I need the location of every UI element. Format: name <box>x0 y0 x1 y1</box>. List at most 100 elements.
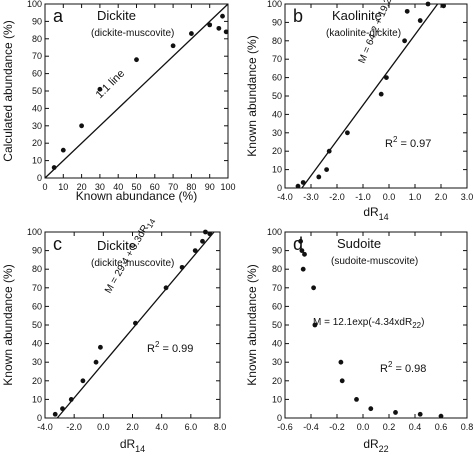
data-point <box>302 251 307 257</box>
data-point <box>200 238 205 244</box>
fit-line <box>44 3 229 179</box>
y-tick-label: 30 <box>32 121 42 131</box>
y-tick-label: 90 <box>32 246 42 256</box>
data-point <box>80 378 86 384</box>
y-tick-label: 20 <box>272 376 282 386</box>
x-tick-label: 1.0 <box>409 192 422 202</box>
y-tick-label: 90 <box>32 16 42 26</box>
panel-letter: c <box>53 234 62 254</box>
data-point <box>203 229 208 235</box>
x-tick-label: 0.2 <box>383 422 396 432</box>
y-tick-label: 30 <box>272 357 282 367</box>
x-axis-label-subscript: 22 <box>379 444 389 454</box>
y-tick-label: 20 <box>32 138 42 148</box>
x-tick-label: 0.8 <box>461 422 474 432</box>
equation-text: 1:1 line <box>94 68 128 102</box>
y-tick-label: 40 <box>32 339 42 349</box>
data-point <box>339 378 345 384</box>
x-tick-label: -3.0 <box>303 192 319 202</box>
data-point <box>133 320 138 326</box>
panel-title: Kaolinite <box>332 8 382 23</box>
x-axis-label-text: dR <box>363 205 379 219</box>
panel-b: -4.0 -3.0 -2.0 -1.0 0.0 1.0 2.0 3.0 0 10 20 30 40 50 6… <box>245 0 473 222</box>
x-tick-label: 100 <box>220 182 235 192</box>
r-squared-sup: 2 <box>155 340 160 349</box>
panel-letter: b <box>293 6 303 26</box>
y-tick-label: 50 <box>272 91 282 101</box>
y-tick-label: 50 <box>32 320 42 330</box>
x-tick-label: -0.2 <box>329 422 345 432</box>
data-point <box>402 38 407 44</box>
data-point <box>295 183 301 189</box>
equation-subscript: 22 <box>412 321 421 330</box>
panel-subtitle: (dickite-muscovite) <box>91 258 174 269</box>
data-point <box>97 86 103 92</box>
panel-subtitle: (sudoite-muscovite) <box>331 256 418 267</box>
data-point <box>220 13 225 19</box>
data-point <box>324 167 329 173</box>
data-point <box>384 75 389 80</box>
line-equation: 1:1 line <box>94 68 128 102</box>
y-tick-label: 40 <box>32 103 42 113</box>
data-point <box>300 266 306 272</box>
data-point <box>417 18 423 23</box>
y-tick-label: 80 <box>32 264 42 274</box>
r-squared-sup: 2 <box>388 360 393 369</box>
data-point <box>326 148 332 154</box>
data-point <box>393 410 398 415</box>
data-point <box>299 248 305 254</box>
equation-tail: ) <box>421 317 424 328</box>
data-point <box>207 231 213 237</box>
y-tick-label: 10 <box>272 394 282 404</box>
data-point <box>345 130 350 136</box>
data-point <box>223 29 229 35</box>
data-point <box>425 1 431 7</box>
y-tick-label: 20 <box>32 376 42 386</box>
data-point <box>300 180 306 185</box>
x-tick-label: -2.0 <box>66 422 82 432</box>
y-tick-label: 80 <box>272 264 282 274</box>
x-tick-label: 80 <box>186 182 196 192</box>
x-tick-label: 0.0 <box>97 422 110 432</box>
y-tick-label: 90 <box>272 246 282 256</box>
y-tick-label: 40 <box>272 339 282 349</box>
x-tick-label: 20 <box>77 182 87 192</box>
y-tick-label: 70 <box>272 54 282 64</box>
data-point <box>189 31 194 36</box>
x-tick-label: 70 <box>168 182 178 192</box>
r-squared-value: = 0.98 <box>392 363 426 375</box>
y-tick-label: 100 <box>267 227 282 237</box>
x-axis-label: Known abundance (%) <box>76 189 197 203</box>
x-tick-label: -0.4 <box>303 422 319 432</box>
x-tick-label: 0.0 <box>383 192 396 202</box>
data-point <box>438 413 444 419</box>
data-point <box>207 22 213 28</box>
y-tick-label: 30 <box>272 128 282 138</box>
data-point <box>311 285 316 291</box>
data-point <box>68 397 74 402</box>
data-point <box>60 147 66 153</box>
y-tick-label: 80 <box>32 34 42 44</box>
y-tick-label: 50 <box>32 86 42 96</box>
data-point <box>192 248 198 254</box>
r-squared-value: = 0.97 <box>397 138 431 150</box>
data-point <box>417 411 423 417</box>
x-tick-label: -0.6 <box>277 422 293 432</box>
y-tick-label: 70 <box>32 51 42 61</box>
panel-title: Dickite <box>97 238 136 253</box>
x-tick-label: 4.0 <box>155 422 168 432</box>
data-point <box>60 406 65 412</box>
x-axis-label-text: Known abundance (%) <box>76 189 197 203</box>
data-point <box>216 25 222 31</box>
x-tick-label: 3.0 <box>461 192 474 202</box>
y-tick-label: 70 <box>272 283 282 293</box>
data-point <box>316 174 322 180</box>
y-axis-label: Calculated abundance (%) <box>1 20 15 161</box>
panel-title: Sudoite <box>337 236 381 251</box>
data-point <box>134 57 139 63</box>
y-tick-label: 60 <box>272 73 282 83</box>
panel-subtitle: (dickite-muscovite) <box>91 28 174 39</box>
r-squared: R2 = 0.97 <box>385 135 431 150</box>
data-point <box>378 91 384 97</box>
